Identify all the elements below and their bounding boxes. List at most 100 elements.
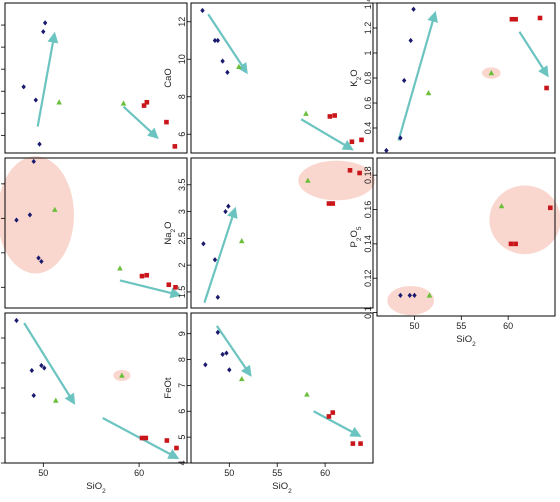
data-point-red <box>544 85 549 91</box>
y-tick-label: 0.6 <box>0 382 1 395</box>
data-point-blue <box>223 208 228 215</box>
y-tick-label: 0.6 <box>363 97 373 110</box>
data-point-blue <box>200 7 205 14</box>
trend-arrow <box>36 31 59 127</box>
data-point-green <box>117 265 123 271</box>
data-point-blue <box>224 350 229 356</box>
data-point-blue <box>220 351 225 357</box>
data-point-red <box>509 16 515 22</box>
data-point-blue <box>39 258 44 265</box>
data-point-green <box>303 110 309 116</box>
data-point-green <box>52 397 59 403</box>
y-tick-label: 1 <box>363 50 373 55</box>
panel-tio2: 0.30.40.50.60.70.85060TiO2SiO2 <box>0 312 188 495</box>
y-tick-label: 0.18 <box>363 166 373 184</box>
trend-arrow <box>397 10 438 141</box>
trend-arrow <box>300 118 354 151</box>
data-point-green <box>238 238 245 244</box>
x-axis-label-base: SiO <box>456 334 472 345</box>
y-tick-label: 0.4 <box>0 432 1 445</box>
data-point-blue <box>212 37 218 44</box>
x-axis-label: SiO2 <box>456 334 476 348</box>
trend-arrow <box>518 31 549 78</box>
y-tick-label: 0.16 <box>363 201 373 219</box>
data-point-green <box>488 70 495 76</box>
y-tick-label: 1.2 <box>363 22 373 35</box>
data-point-green <box>238 375 245 382</box>
label-base: K <box>349 80 360 87</box>
label-sub1: 2 <box>170 228 177 232</box>
y-axis-label: P2O5 <box>349 226 363 247</box>
y-axis-label: CaO <box>163 68 174 88</box>
y-tick-label: 0.8 <box>0 332 1 345</box>
data-point-red <box>327 114 333 119</box>
x-tick-label: 55 <box>272 468 282 478</box>
data-point-red <box>164 119 169 125</box>
data-point-red <box>349 139 355 145</box>
data-point-red <box>143 435 149 441</box>
y-tick-label: 21 <box>0 20 1 30</box>
y-tick-label: 3.5 <box>177 179 187 192</box>
x-axis-label-sub: 2 <box>102 488 106 495</box>
data-point-red <box>172 144 178 149</box>
data-point-red <box>350 441 356 446</box>
x-tick-label: 55 <box>456 321 466 331</box>
x-tick-label: 50 <box>224 468 234 478</box>
data-point-red <box>139 435 145 441</box>
data-point-green <box>119 372 125 378</box>
y-axis-label: Na2O <box>163 221 177 244</box>
data-point-red <box>144 99 150 105</box>
trend-arrow <box>313 410 362 437</box>
x-tick-label: 50 <box>409 321 419 331</box>
y-tick-label: 9 <box>177 331 187 336</box>
trend-arrow <box>207 13 248 75</box>
label-sub2: 5 <box>356 226 363 230</box>
data-point-blue <box>31 392 36 399</box>
trend-arrow <box>119 279 182 299</box>
x-axis-label-base: SiO <box>86 481 102 492</box>
y-tick-label: 8 <box>177 357 187 362</box>
x-axis-label-sub: 2 <box>472 341 476 348</box>
data-point-blue <box>215 37 221 44</box>
y-axis-label: FeOt <box>163 377 174 398</box>
data-point-blue <box>33 97 38 103</box>
y-tick-label: 7 <box>177 383 187 388</box>
x-tick-label: 60 <box>503 321 513 331</box>
highlight-ellipse <box>387 285 435 316</box>
data-point-blue <box>408 37 413 44</box>
data-point-blue <box>36 255 41 261</box>
label-sub1: 2 <box>356 76 363 80</box>
data-point-red <box>330 201 336 206</box>
data-point-red <box>330 410 336 415</box>
data-point-blue <box>411 6 416 12</box>
plot-frame <box>376 157 556 317</box>
data-point-red <box>174 445 179 451</box>
y-tick-label: 6 <box>0 216 1 221</box>
y-tick-label: 0.4 <box>363 122 373 135</box>
y-tick-label: 0.8 <box>363 72 373 85</box>
data-point-green <box>120 100 127 106</box>
highlight-ellipse <box>298 160 375 201</box>
data-point-blue <box>14 217 19 223</box>
x-tick-label: 60 <box>134 468 144 478</box>
y-tick-label: 4 <box>0 250 1 255</box>
data-point-red <box>332 113 337 118</box>
y-tick-label: 0.7 <box>0 357 1 370</box>
data-point-green <box>236 63 242 69</box>
y-tick-label: 19 <box>0 64 1 74</box>
y-tick-label: 2 <box>177 263 187 268</box>
data-point-blue <box>201 241 206 247</box>
data-point-red <box>347 168 353 173</box>
data-point-blue <box>398 292 403 298</box>
y-axis-label: K2O <box>349 69 363 86</box>
plot-frame <box>4 2 188 154</box>
data-point-green <box>425 90 432 96</box>
data-point-blue <box>398 135 403 141</box>
x-axis-label-sub: 2 <box>288 488 292 495</box>
data-point-blue <box>220 58 225 64</box>
data-point-red <box>513 16 518 22</box>
y-tick-label: 0.14 <box>363 235 373 253</box>
